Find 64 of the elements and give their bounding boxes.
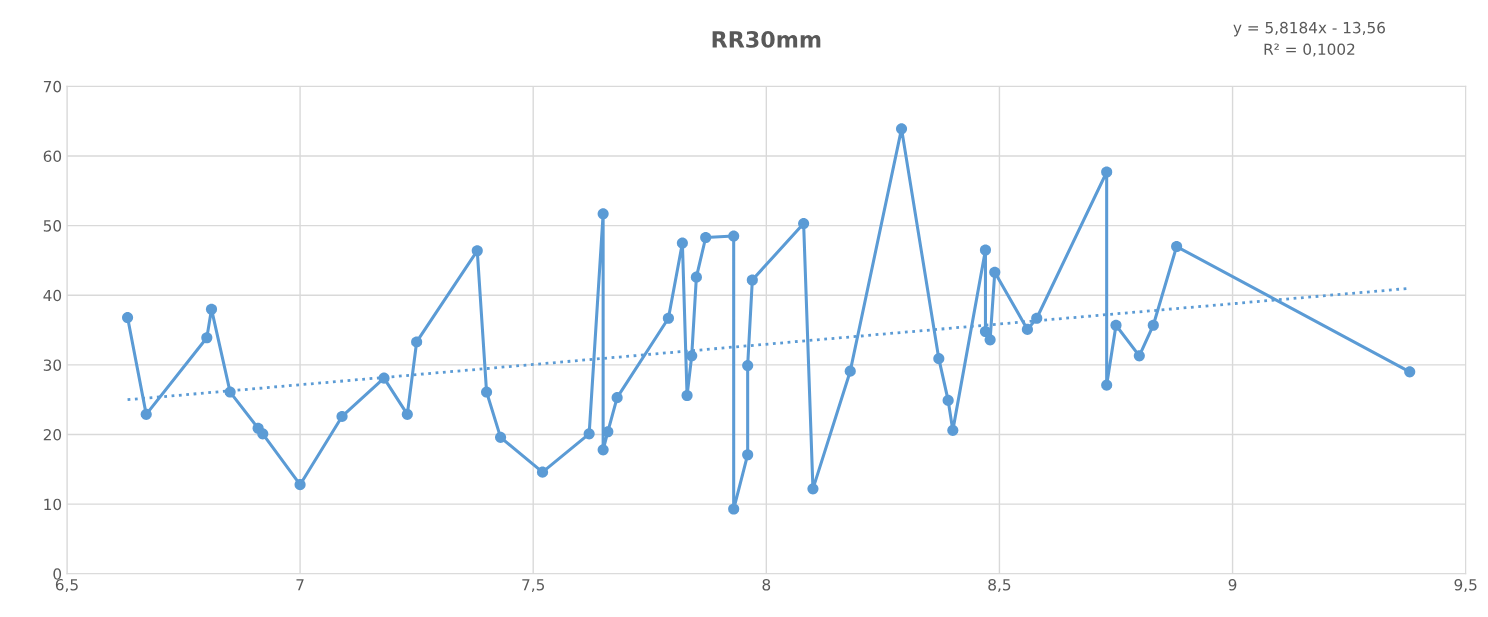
text: R² = 0,1002 — [1264, 43, 1355, 57]
point — [681, 389, 693, 402]
point — [676, 237, 688, 249]
point — [1101, 379, 1113, 391]
y-tick-label: 0 — [53, 568, 62, 580]
point — [742, 360, 754, 372]
y-tick-label: 30 — [43, 359, 62, 371]
x-tick-label: 7,5 — [522, 579, 545, 593]
point — [942, 394, 954, 406]
point — [690, 271, 702, 283]
point — [1133, 350, 1145, 362]
point — [1021, 323, 1033, 335]
point — [401, 408, 413, 420]
x-tick-label: 6,5 — [55, 578, 78, 593]
x-tick-label: 9 — [1228, 578, 1237, 591]
point — [979, 244, 992, 256]
point — [984, 334, 996, 346]
point — [583, 428, 595, 440]
point — [844, 365, 856, 377]
point — [481, 386, 493, 398]
point — [495, 431, 507, 443]
point — [411, 336, 423, 348]
point — [336, 410, 348, 422]
point — [294, 479, 306, 491]
point — [611, 392, 623, 404]
point — [947, 424, 959, 436]
y-tick-label: 40 — [43, 289, 62, 302]
point — [257, 428, 269, 440]
point — [597, 444, 609, 456]
point — [728, 230, 740, 242]
point — [728, 503, 740, 515]
point — [1171, 240, 1183, 253]
point — [807, 483, 819, 495]
x-tick-label: 8,5 — [988, 578, 1011, 593]
point — [536, 466, 549, 478]
point — [662, 312, 674, 324]
text: y = 5,8184x - 13,56 — [1233, 21, 1385, 37]
y-tick-label: 20 — [43, 429, 62, 441]
point — [895, 123, 908, 135]
x-tick-label: 9,5 — [1454, 578, 1477, 593]
x-tick-label: 7 — [296, 579, 304, 591]
point — [1147, 319, 1159, 331]
x-tick-label: 8 — [762, 578, 771, 591]
y-tick-label: 50 — [43, 220, 62, 232]
point — [1101, 166, 1113, 178]
point — [122, 312, 134, 324]
point — [1404, 366, 1416, 378]
point — [471, 245, 483, 257]
point — [205, 303, 218, 315]
point — [201, 332, 213, 344]
point — [597, 208, 609, 220]
point — [700, 231, 712, 244]
point — [933, 353, 945, 365]
point — [140, 408, 152, 420]
y-tick-label: 70 — [43, 80, 62, 93]
point — [742, 449, 754, 461]
point — [989, 266, 1001, 278]
point — [746, 274, 758, 286]
point — [1110, 319, 1122, 331]
y-tick-label: 10 — [44, 498, 62, 511]
point — [686, 350, 698, 362]
chart-title: RR30mm — [712, 31, 821, 48]
point — [798, 218, 810, 230]
y-tick-label: 60 — [43, 150, 62, 163]
